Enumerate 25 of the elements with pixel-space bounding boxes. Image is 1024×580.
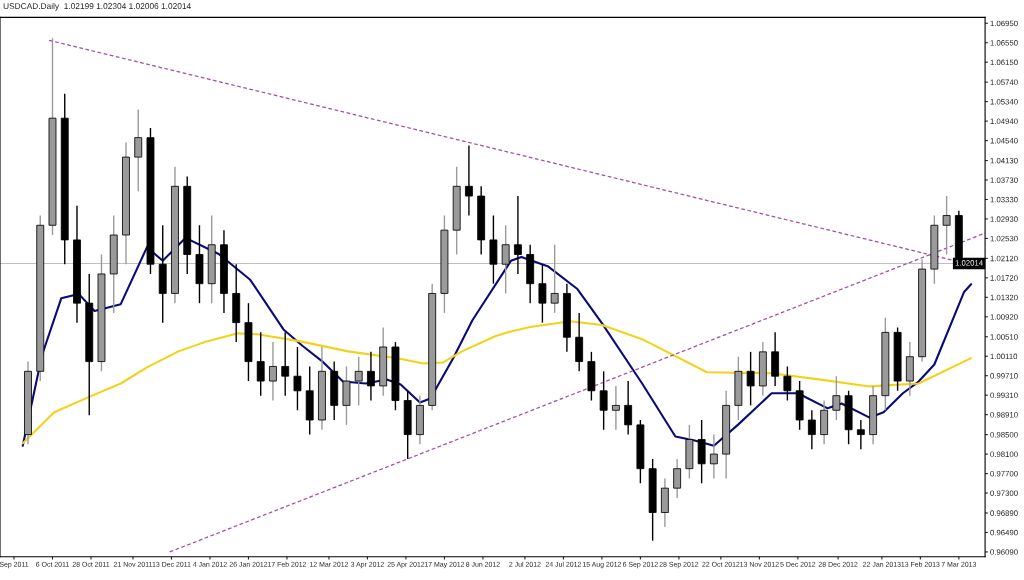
candlestick — [942, 195, 951, 256]
candlestick — [599, 370, 608, 431]
candlestick — [673, 458, 682, 499]
candlestick — [538, 263, 547, 324]
candlestick — [611, 385, 620, 431]
candlestick — [465, 144, 473, 217]
candlestick — [134, 108, 143, 192]
candlestick — [709, 433, 718, 480]
candlestick — [281, 331, 290, 397]
candlestick — [807, 409, 816, 450]
chart-title: USDCAD.Daily 1.02199 1.02304 1.02006 1.02014 — [3, 2, 191, 11]
candlestick — [256, 331, 265, 397]
candlestick — [501, 224, 510, 295]
candlestick — [746, 351, 755, 407]
candlestick — [354, 356, 363, 407]
candlestick — [550, 244, 559, 314]
line-series — [21, 320, 973, 445]
candlestick — [783, 365, 792, 402]
candlestick — [367, 351, 375, 402]
candlestick — [832, 375, 841, 421]
candlestick — [624, 380, 633, 436]
candlestick — [856, 419, 865, 450]
candlestick — [514, 195, 522, 275]
candlestick — [269, 341, 277, 402]
candlestick — [293, 346, 302, 411]
